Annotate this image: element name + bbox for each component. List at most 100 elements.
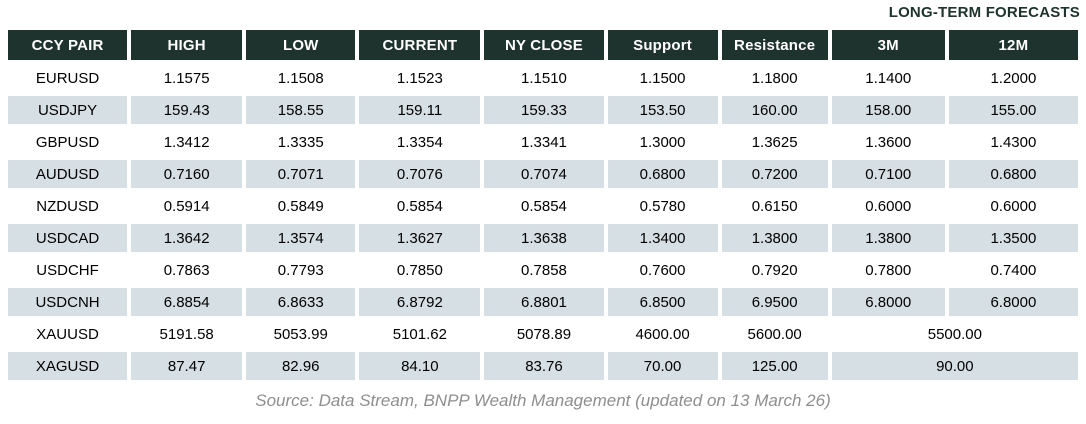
value-cell: 83.76 [484,352,604,380]
pair-cell: USDCAD [8,224,128,252]
value-cell: 70.00 [607,352,718,380]
value-cell: 0.7100 [831,160,945,188]
table-row: USDJPY 159.43 158.55 159.11 159.33 153.50 160.… [8,96,1078,124]
table-row: USDCHF 0.7863 0.7793 0.7850 0.7858 0.7600 0.79… [8,256,1078,284]
value-cell: 0.7863 [131,256,243,284]
pair-cell: XAGUSD [8,352,128,380]
value-cell: 1.3341 [484,128,604,156]
value-cell: 1.4300 [948,128,1078,156]
value-cell: 1.1523 [359,64,481,92]
value-cell: 0.7076 [359,160,481,188]
value-cell: 0.7160 [131,160,243,188]
table-header-row: CCY PAIR HIGH LOW CURRENT NY CLOSE Suppo… [8,30,1078,60]
value-cell: 1.1800 [721,64,828,92]
value-cell: 1.3574 [246,224,356,252]
value-cell: 159.33 [484,96,604,124]
value-cell: 5101.62 [359,320,481,348]
value-cell: 1.3500 [948,224,1078,252]
long-term-forecasts-label: LONG-TERM FORECASTS [888,4,1080,21]
pair-cell: XAUUSD [8,320,128,348]
value-cell: 4600.00 [607,320,718,348]
value-cell: 6.9500 [721,288,828,316]
pair-cell: AUDUSD [8,160,128,188]
value-cell: 5600.00 [721,320,828,348]
value-cell: 0.7920 [721,256,828,284]
value-cell: 125.00 [721,352,828,380]
value-cell: 1.3638 [484,224,604,252]
source-caption: Source: Data Stream, BNPP Wealth Managem… [255,391,831,410]
value-cell: 1.3412 [131,128,243,156]
value-cell: 0.6150 [721,192,828,220]
value-cell: 5500.00 [831,320,1078,348]
value-cell: 0.7071 [246,160,356,188]
column-header-ny-close: NY CLOSE [484,30,604,60]
value-cell: 1.2000 [948,64,1078,92]
column-header-support: Support [607,30,718,60]
value-cell: 1.1508 [246,64,356,92]
value-cell: 87.47 [131,352,243,380]
value-cell: 6.8633 [246,288,356,316]
pair-cell: USDCNH [8,288,128,316]
value-cell: 153.50 [607,96,718,124]
value-cell: 0.7074 [484,160,604,188]
value-cell: 6.8500 [607,288,718,316]
value-cell: 0.7858 [484,256,604,284]
value-cell: 155.00 [948,96,1078,124]
table-row: USDCAD 1.3642 1.3574 1.3627 1.3638 1.3400 1.38… [8,224,1078,252]
table-row: XAGUSD 87.47 82.96 84.10 83.76 70.00 125.00 90.… [8,352,1078,380]
value-cell: 0.6800 [948,160,1078,188]
value-cell: 5191.58 [131,320,243,348]
value-cell: 0.5854 [359,192,481,220]
table-row: XAUUSD 5191.58 5053.99 5101.62 5078.89 4600.0… [8,320,1078,348]
table-row: AUDUSD 0.7160 0.7071 0.7076 0.7074 0.6800 0.72… [8,160,1078,188]
value-cell: 1.3400 [607,224,718,252]
value-cell: 159.11 [359,96,481,124]
value-cell: 1.1510 [484,64,604,92]
value-cell: 0.7800 [831,256,945,284]
column-header-12m: 12M [948,30,1078,60]
value-cell: 0.5854 [484,192,604,220]
column-header-current: CURRENT [359,30,481,60]
value-cell: 6.8854 [131,288,243,316]
table-row: USDCNH 6.8854 6.8633 6.8792 6.8801 6.8500 6.95… [8,288,1078,316]
column-header-high: HIGH [131,30,243,60]
value-cell: 82.96 [246,352,356,380]
pair-cell: USDJPY [8,96,128,124]
value-cell: 1.1575 [131,64,243,92]
table-row: NZDUSD 0.5914 0.5849 0.5854 0.5854 0.5780 0.61… [8,192,1078,220]
fx-forecast-table: CCY PAIR HIGH LOW CURRENT NY CLOSE Suppo… [4,26,1082,384]
value-cell: 1.3000 [607,128,718,156]
value-cell: 5053.99 [246,320,356,348]
value-cell: 0.5914 [131,192,243,220]
value-cell: 1.3600 [831,128,945,156]
value-cell: 1.1500 [607,64,718,92]
value-cell: 1.3335 [246,128,356,156]
value-cell: 1.1400 [831,64,945,92]
value-cell: 5078.89 [484,320,604,348]
value-cell: 6.8000 [948,288,1078,316]
value-cell: 1.3627 [359,224,481,252]
value-cell: 6.8000 [831,288,945,316]
table-row: EURUSD 1.1575 1.1508 1.1523 1.1510 1.1500 1.18… [8,64,1078,92]
value-cell: 158.00 [831,96,945,124]
column-header-3m: 3M [831,30,945,60]
pair-cell: NZDUSD [8,192,128,220]
value-cell: 1.3800 [831,224,945,252]
value-cell: 6.8792 [359,288,481,316]
value-cell: 0.7400 [948,256,1078,284]
value-cell: 0.6000 [831,192,945,220]
pair-cell: GBPUSD [8,128,128,156]
column-header-low: LOW [246,30,356,60]
table-row: GBPUSD 1.3412 1.3335 1.3354 1.3341 1.3000 1.36… [8,128,1078,156]
column-header-ccy-pair: CCY PAIR [8,30,128,60]
value-cell: 84.10 [359,352,481,380]
value-cell: 0.6000 [948,192,1078,220]
value-cell: 0.5849 [246,192,356,220]
value-cell: 1.3800 [721,224,828,252]
value-cell: 0.5780 [607,192,718,220]
pair-cell: EURUSD [8,64,128,92]
value-cell: 159.43 [131,96,243,124]
value-cell: 1.3625 [721,128,828,156]
value-cell: 160.00 [721,96,828,124]
